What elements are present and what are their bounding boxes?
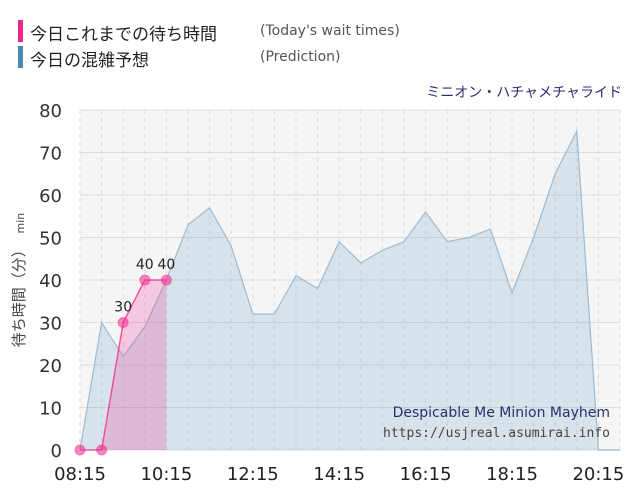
y-axis-label-text: 待ち時間（分） <box>10 242 28 347</box>
y-tick-label: 40 <box>39 271 62 292</box>
today-data-label: 30 <box>114 300 132 316</box>
attraction-name-jp: ミニオン・ハチャメチャライド <box>426 85 622 101</box>
legend-swatch-prediction <box>18 46 23 68</box>
x-tick-label: 20:15 <box>572 464 624 485</box>
prediction-area <box>80 131 620 450</box>
legend-item-today: 今日これまでの待ち時間 (Today's wait times) <box>14 18 444 45</box>
x-tick-label: 12:15 <box>227 464 279 485</box>
x-tick-label: 18:15 <box>486 464 538 485</box>
y-tick-label: 60 <box>39 186 62 207</box>
y-tick-label: 30 <box>39 314 62 335</box>
legend-label-prediction-en: (Prediction) <box>260 49 341 65</box>
y-tick-label: 10 <box>39 399 62 420</box>
today-point <box>96 444 108 456</box>
x-tick-label: 16:15 <box>400 464 452 485</box>
legend-item-prediction: 今日の混雑予想 (Prediction) <box>14 44 444 71</box>
today-point <box>117 317 129 328</box>
legend-label-today-jp: 今日これまでの待ち時間 <box>30 25 217 45</box>
today-data-label: 40 <box>157 257 175 273</box>
y-axis-label: 待ち時間（分） min <box>10 213 28 348</box>
y-axis: 0 10 20 30 40 50 60 70 80 <box>39 101 62 462</box>
legend-label-today-en: (Today's wait times) <box>260 23 400 39</box>
x-axis: 08:15 10:15 12:15 14:15 16:15 18:15 20:15 <box>54 464 624 485</box>
today-data-label: 40 <box>136 257 154 273</box>
today-point <box>160 274 172 286</box>
x-tick-label: 14:15 <box>313 464 365 485</box>
series-areas <box>79 129 620 451</box>
y-tick-label: 80 <box>39 101 62 122</box>
legend-label-prediction-jp: 今日の混雑予想 <box>30 51 149 71</box>
y-tick-label: 20 <box>39 356 62 377</box>
legend-swatch-today <box>18 20 23 42</box>
y-tick-label: 0 <box>51 441 62 462</box>
today-area <box>80 280 167 450</box>
y-tick-label: 50 <box>39 229 62 250</box>
y-axis-unit: min <box>14 213 27 234</box>
y-tick-label: 70 <box>39 144 62 165</box>
x-tick-label: 10:15 <box>140 464 192 485</box>
series-marks: 30 40 40 <box>74 257 175 456</box>
attraction-name-en: Despicable Me Minion Mayhem <box>393 405 610 421</box>
source-url: https://usjreal.asumirai.info <box>383 426 610 441</box>
legend: 今日これまでの待ち時間 (Today's wait times) 今日の混雑予想… <box>14 18 444 71</box>
x-tick-label: 08:15 <box>54 464 106 485</box>
today-point <box>139 274 151 286</box>
today-point <box>74 444 86 456</box>
prediction-line <box>79 129 620 451</box>
